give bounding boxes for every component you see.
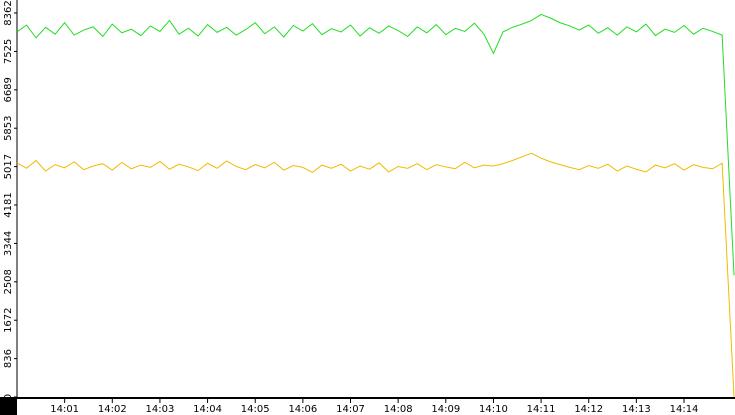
y-tick-label: 4181 — [3, 192, 14, 217]
x-tick-label: 14:07 — [336, 404, 365, 415]
x-tick-label: 14:02 — [98, 404, 127, 415]
x-tick-label: 14:04 — [193, 404, 222, 415]
x-tick-label: 14:12 — [574, 404, 603, 415]
x-tick-label: 14:08 — [384, 404, 413, 415]
x-tick-label: 14:05 — [241, 404, 270, 415]
x-tick-label: 14:14 — [670, 404, 699, 415]
y-tick-label: 5853 — [3, 115, 14, 140]
x-tick-label: 14:11 — [527, 404, 556, 415]
x-tick-label: 14:03 — [146, 404, 175, 415]
series-line — [16, 13, 735, 276]
series-line — [16, 152, 735, 398]
y-tick-label: 3344 — [3, 231, 14, 256]
x-tick-label: 14:13 — [622, 404, 651, 415]
x-tick-label: 14:01 — [50, 404, 79, 415]
y-tick-label: 1672 — [3, 307, 14, 332]
x-tick-label: 14:09 — [431, 404, 460, 415]
x-tick-label: 14:10 — [479, 404, 508, 415]
y-tick-label: 2508 — [3, 269, 14, 294]
x-tick-label: 14:06 — [288, 404, 317, 415]
y-tick-label: 5017 — [3, 154, 14, 179]
y-tick-label: 6689 — [3, 77, 14, 102]
y-tick-label: 8362 — [3, 0, 14, 25]
corner — [0, 397, 17, 415]
y-tick-label: 7525 — [3, 39, 14, 64]
y-tick-label: 836 — [3, 349, 14, 368]
y-tick-label: 0 — [3, 394, 14, 400]
